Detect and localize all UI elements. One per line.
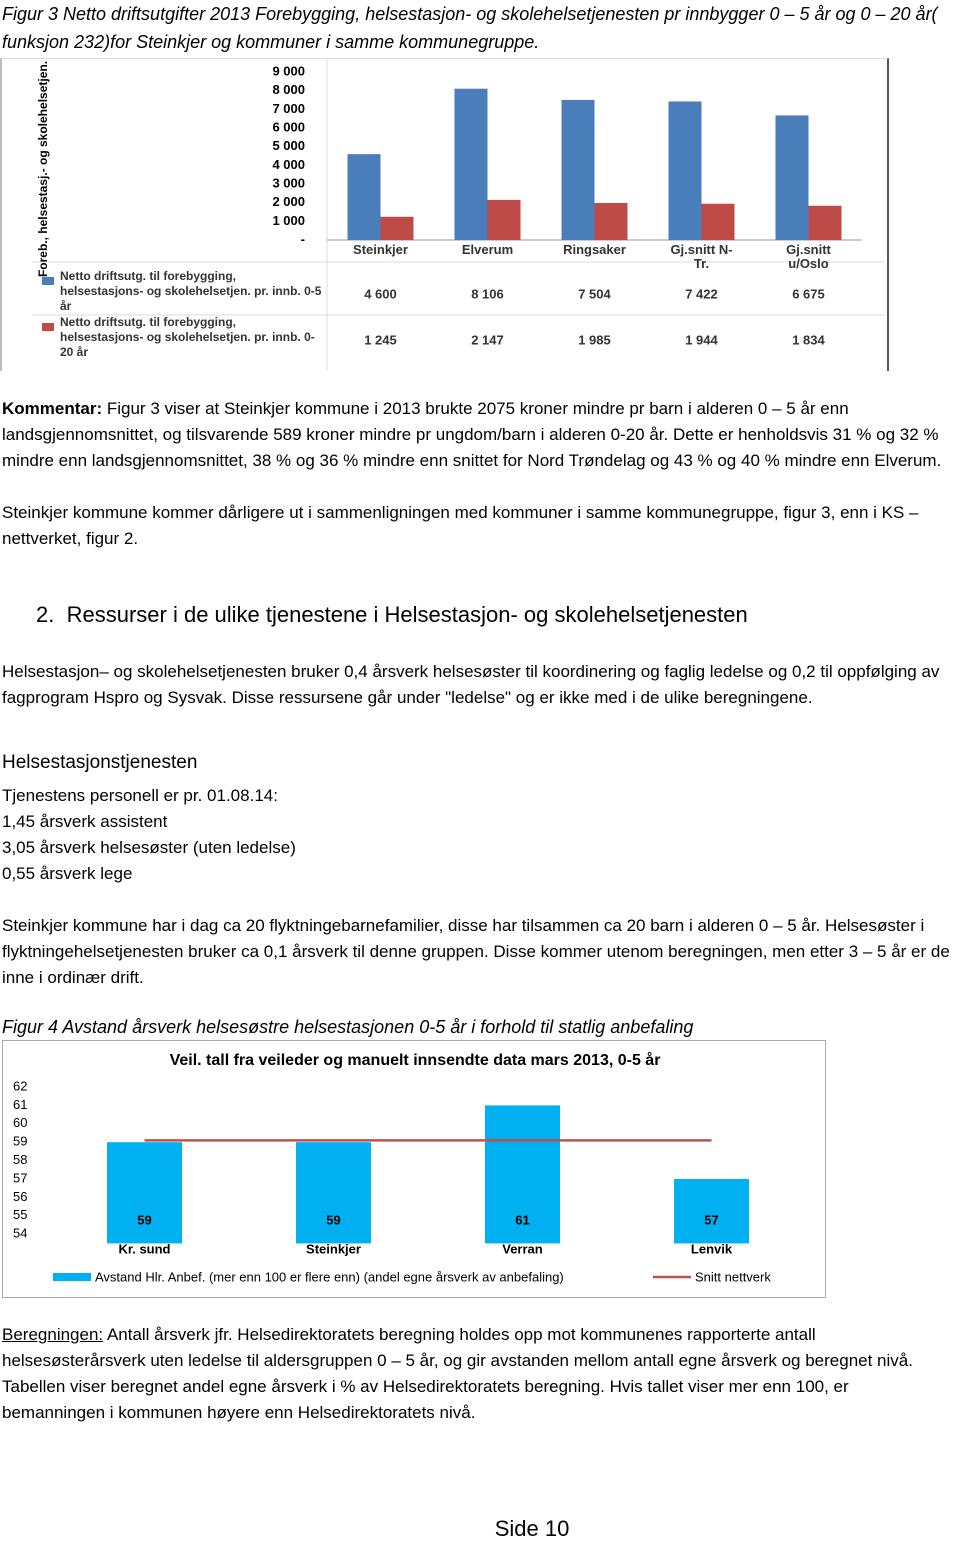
comment: Kommentar: Figur 3 viser at Steinkjer ko…	[2, 396, 952, 474]
y-tick-label: 4 000	[272, 157, 305, 172]
bar	[775, 115, 809, 240]
y-tick-label: 61	[13, 1097, 27, 1112]
data-label: 4 600	[364, 286, 397, 301]
page-footer: Side 10	[494, 1516, 570, 1541]
data-label: 7 422	[685, 286, 718, 301]
y-tick-label: 55	[13, 1207, 27, 1222]
legend-label: Netto driftsutg. til forebygging, helses…	[60, 269, 322, 313]
data-label: 6 675	[792, 286, 825, 301]
data-label: 57	[704, 1212, 718, 1227]
y-tick-label: 56	[13, 1189, 27, 1204]
section-heading: 2. Ressurser i de ulike tjenestene i Hel…	[36, 600, 960, 630]
x-tick-label: Steinkjer	[353, 242, 408, 257]
bar	[296, 1142, 371, 1244]
bar	[674, 1179, 749, 1244]
bar	[454, 88, 488, 240]
bar	[561, 99, 595, 240]
bar	[380, 216, 414, 240]
chart: Foreb., helsestasj.- og skolehelsetjen. -…	[0, 58, 889, 371]
chart-svg: Foreb., helsestasj.- og skolehelsetjen. -…	[32, 59, 885, 371]
y-tick-label: 60	[13, 1115, 27, 1130]
figure-caption: Figur 4 Avstand årsverk helsesøstre hels…	[2, 1017, 694, 1037]
comment-text: Figur 3 viser at Steinkjer kommune i 201…	[2, 399, 942, 470]
paragraph: Helsestasjon– og skolehelsetjenesten bru…	[2, 662, 940, 707]
x-tick-label: Lenvik	[691, 1241, 733, 1256]
y-tick-label: 9 000	[272, 63, 305, 78]
x-tick-label: Gj.snitt u/Oslo	[786, 242, 831, 271]
bar	[594, 202, 628, 240]
bar	[107, 1142, 182, 1244]
section-title: Ressurser i de ulike tjenestene i Helses…	[66, 602, 748, 627]
bar	[668, 101, 702, 241]
paragraph: Steinkjer kommune har i dag ca 20 flyktn…	[2, 916, 950, 987]
y-tick-label: 3 000	[272, 175, 305, 190]
bar	[701, 203, 735, 240]
y-tick-label: 54	[13, 1226, 27, 1241]
data-label: 2 147	[471, 332, 504, 347]
data-label: 59	[326, 1212, 340, 1227]
data-label: 59	[137, 1212, 151, 1227]
x-tick-label: Verran	[502, 1241, 543, 1256]
staff-list: Tjenestens personell er pr. 01.08.14: 1,…	[2, 783, 952, 887]
legend-label: Snitt nettverk	[695, 1269, 771, 1284]
staff-line: 3,05 årsverk helsesøster (uten ledelse)	[2, 838, 296, 857]
y-tick-label: -	[301, 231, 305, 246]
y-tick-label: 6 000	[272, 119, 305, 134]
x-tick-label: Elverum	[461, 242, 514, 257]
staff-line: 0,55 årsverk lege	[2, 864, 133, 883]
data-label: 7 504	[578, 286, 611, 301]
data-label: 1 985	[578, 332, 611, 347]
x-tick-label: Gj.snitt N-Tr.	[670, 242, 733, 271]
data-label: 8 106	[471, 286, 504, 301]
y-tick-label: 62	[13, 1078, 27, 1093]
paragraph: Steinkjer kommune kommer dårligere ut i …	[2, 503, 919, 548]
chart: Veil. tall fra veileder og manuelt innse…	[2, 1040, 826, 1298]
staff-line: 1,45 årsverk assistent	[2, 812, 168, 831]
data-label: 61	[515, 1212, 529, 1227]
y-tick-label: 2 000	[272, 194, 305, 209]
legend-swatch	[53, 1273, 91, 1281]
x-tick-label: Kr. sund	[118, 1241, 170, 1256]
paragraph: Beregningen: Antall årsverk jfr. Helsedi…	[2, 1322, 952, 1426]
y-tick-label: 58	[13, 1152, 27, 1167]
y-tick-label: 8 000	[272, 82, 305, 97]
chart-svg: Veil. tall fra veileder og manuelt innse…	[13, 1051, 771, 1284]
paragraph-label: Beregningen:	[2, 1325, 104, 1344]
y-tick-label: 57	[13, 1170, 27, 1185]
y-tick-label: 7 000	[272, 101, 305, 116]
y-axis-title: Foreb., helsestasj.- og skolehelsetjen.	[36, 61, 50, 277]
comment-label: Kommentar:	[2, 399, 103, 418]
data-label: 1 834	[792, 332, 825, 347]
data-label: 1 245	[364, 332, 397, 347]
section-number: 2.	[36, 602, 55, 627]
x-tick-label: Steinkjer	[306, 1241, 361, 1256]
bar	[347, 154, 381, 240]
bar	[808, 205, 842, 240]
y-tick-label: 1 000	[272, 213, 305, 228]
x-tick-label: Ringsaker	[563, 242, 626, 257]
bar	[487, 199, 521, 240]
legend-label: Netto driftsutg. til forebygging, helses…	[60, 315, 315, 359]
legend-swatch	[42, 277, 54, 285]
subheading: Helsestasjonstjenesten	[2, 752, 198, 773]
paragraph-text: Antall årsverk jfr. Helsedirektoratets b…	[2, 1325, 913, 1422]
y-tick-label: 5 000	[272, 138, 305, 153]
figure-caption: Figur 3 Netto driftsutgifter 2013 Foreby…	[2, 4, 938, 52]
chart-title: Veil. tall fra veileder og manuelt innse…	[170, 1051, 661, 1069]
y-tick-label: 59	[13, 1134, 27, 1149]
legend-label: Avstand Hlr. Anbef. (mer enn 100 er fler…	[95, 1269, 564, 1284]
legend-swatch	[42, 323, 54, 331]
staff-line: Tjenestens personell er pr. 01.08.14:	[2, 786, 278, 805]
data-label: 1 944	[685, 332, 718, 347]
bar	[485, 1105, 560, 1244]
